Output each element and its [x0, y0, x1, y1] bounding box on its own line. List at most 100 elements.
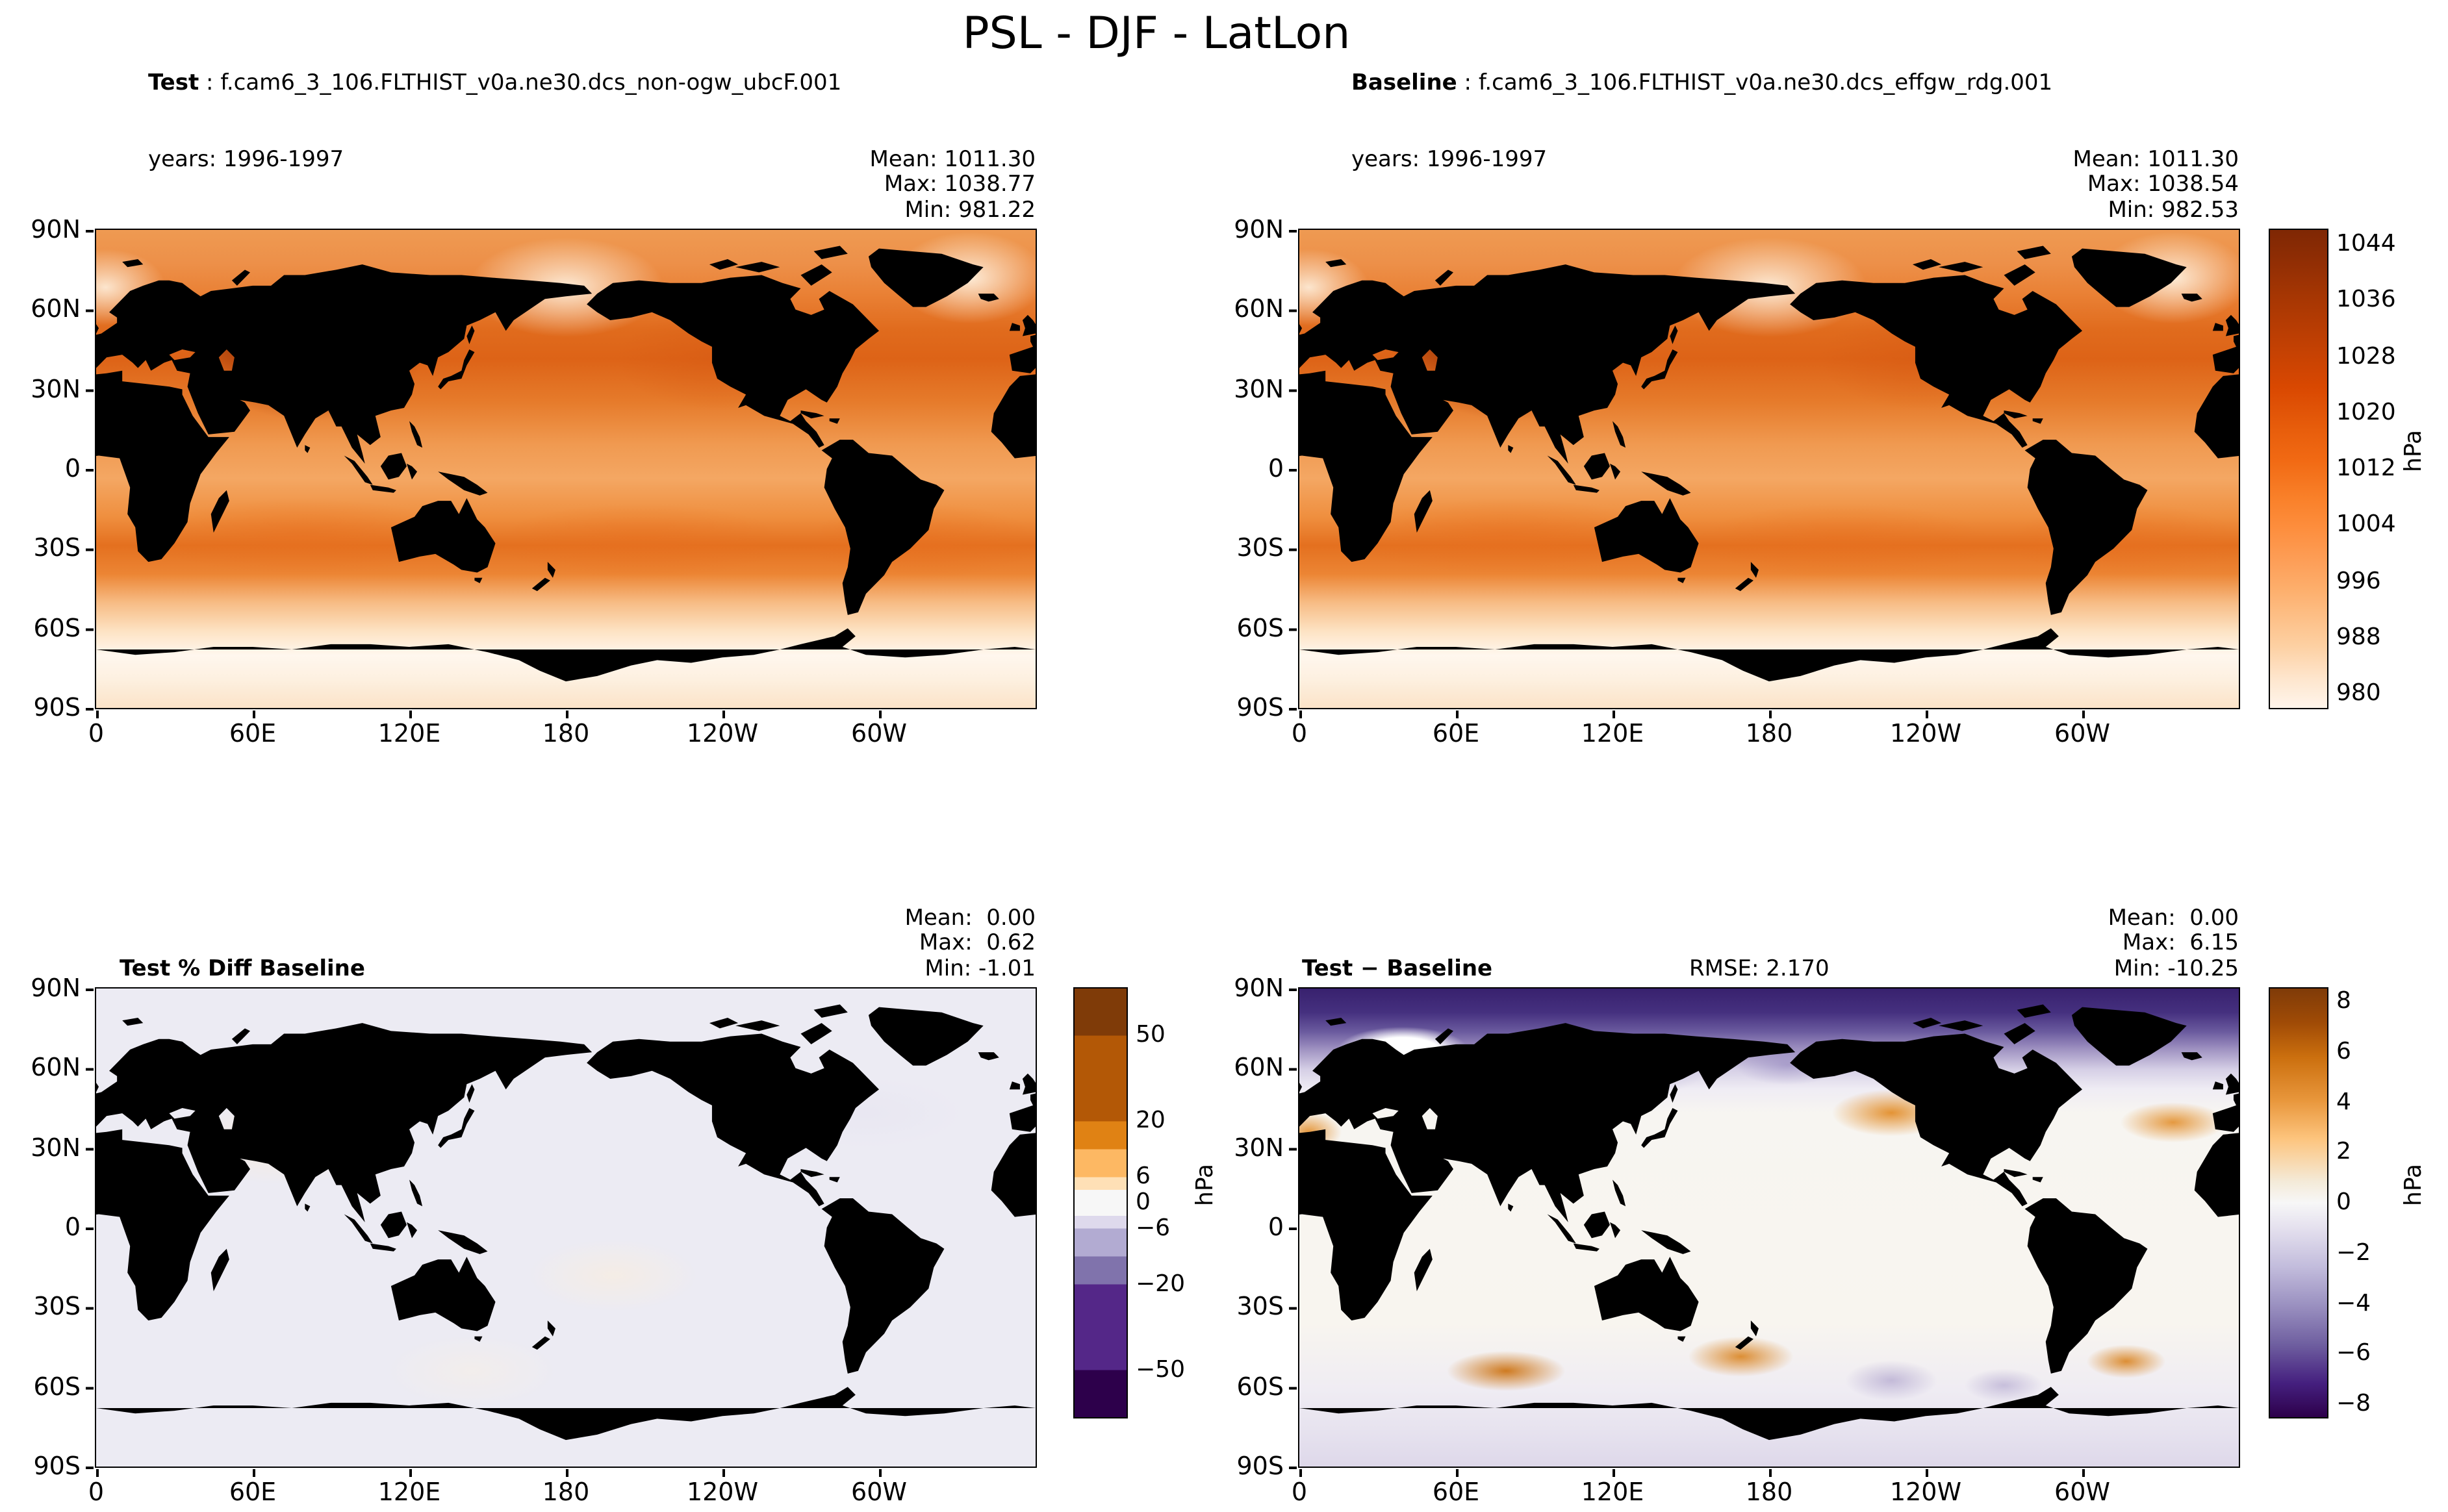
x-tick-label: 120E: [377, 720, 441, 748]
colorbar-tick-label: 6: [1136, 1163, 1151, 1190]
colorbar-tick-label: 2: [2336, 1138, 2351, 1165]
map-field-pct-diff: [96, 989, 1036, 1467]
y-tick-label: 0: [1268, 1213, 1284, 1242]
colorbar-tick-label: 6: [2336, 1038, 2351, 1065]
colorbar-tick-label: 50: [1136, 1021, 1166, 1048]
panel-test-label: Test: [148, 70, 199, 96]
coastlines: [96, 1004, 1036, 1441]
y-tick-label: 30N: [1234, 375, 1284, 404]
colorbar-tick-label: 1012: [2336, 455, 2396, 482]
panel-baseline-label: Baseline: [1351, 70, 1457, 96]
stat-max: Max: 6.15: [2122, 930, 2239, 956]
panel-baseline-years: years: 1996-1997: [1351, 146, 1548, 172]
colorbar-tick-label: 980: [2336, 679, 2381, 707]
x-tick-label: 120W: [1889, 1478, 1962, 1507]
colorbar-tick-label: 1020: [2336, 399, 2396, 426]
y-tick-label: 90S: [33, 1452, 81, 1481]
x-tick-label: 180: [1745, 1478, 1793, 1507]
x-tick-label: 60W: [2054, 1478, 2110, 1507]
y-tick-label: 30S: [1236, 534, 1284, 562]
stat-min: Min: 982.53: [2108, 197, 2239, 223]
panel-baseline-case-line: Baseline : f.cam6_3_106.FLTHIST_v0a.ne30…: [1351, 71, 2052, 97]
x-tick-label: 120E: [1581, 720, 1644, 748]
y-tick-label: 90S: [1236, 1452, 1284, 1481]
colorbar-tick-label: 996: [2336, 568, 2381, 595]
coastlines: [96, 246, 1036, 682]
stat-max: Max: 1038.54: [2087, 171, 2239, 197]
x-tick-label: 120W: [1889, 720, 1962, 748]
y-tick-label: 30N: [1234, 1134, 1284, 1163]
stat-mean: Mean: 1011.30: [869, 146, 1036, 172]
colorbar-tick-label: −8: [2336, 1390, 2371, 1417]
colorbar-tick-label: 988: [2336, 624, 2381, 651]
panel-pct-diff-stats: Mean: 0.00 Max: 0.62 Min: -1.01: [905, 905, 1036, 982]
x-tick-label: 60W: [2054, 720, 2110, 748]
y-tick-label: 90N: [31, 974, 81, 1003]
x-tick-label: 0: [1291, 1478, 1308, 1507]
stat-max: Max: 0.62: [919, 930, 1036, 956]
y-tick-label: 30N: [31, 375, 81, 404]
colorbar-tick-label: 1004: [2336, 510, 2396, 538]
panel-diff-stats: Mean: 0.00 Max: 6.15 Min: -10.25: [2108, 905, 2239, 982]
panel-test-case-name: : f.cam6_3_106.FLTHIST_v0a.ne30.dcs_non-…: [199, 70, 842, 96]
y-axis-ticks: [86, 989, 94, 1469]
colorbar-pct-gradient: [1075, 989, 1127, 1417]
x-tick-label: 120E: [377, 1478, 441, 1507]
x-axis-ticks: [1299, 711, 2239, 718]
panel-diff-title: Test − Baseline: [1302, 955, 1493, 981]
panel-baseline-stats: Mean: 1011.30 Max: 1038.54 Min: 982.53: [2073, 147, 2239, 223]
map-panel-diff: Test − Baseline RMSE: 2.170 Mean: 0.00 M…: [1234, 905, 2240, 1507]
colorbar-unit-label: hPa: [1192, 1164, 1219, 1206]
y-tick-label: 30S: [1236, 1292, 1284, 1321]
stat-min: Min: 981.22: [904, 197, 1036, 223]
y-tick-label: 60N: [31, 295, 81, 323]
colorbar-tick-label: −6: [1136, 1215, 1171, 1242]
map-panel-pct-diff: Test % Diff Baseline Mean: 0.00 Max: 0.6…: [31, 905, 1037, 1507]
colorbar-tick-label: −6: [2336, 1339, 2371, 1367]
stat-mean: Mean: 1011.30: [2072, 146, 2239, 172]
y-tick-label: 30N: [31, 1134, 81, 1163]
colorbar-tick-label: 0: [1136, 1189, 1151, 1216]
colorbar-tick-label: 8: [2336, 987, 2351, 1014]
y-axis-ticks: [1289, 989, 1297, 1469]
y-tick-label: 60N: [1234, 295, 1284, 323]
x-tick-label: 60E: [1432, 1478, 1480, 1507]
x-tick-label: 120E: [1581, 1478, 1644, 1507]
y-tick-label: 0: [64, 455, 81, 483]
panel-pct-diff-title: Test % Diff Baseline: [120, 955, 365, 981]
x-axis-ticks: [1299, 1469, 2239, 1477]
x-axis-ticks: [96, 711, 1036, 718]
x-tick-label: 180: [1745, 720, 1793, 748]
y-tick-label: 90N: [1234, 974, 1284, 1003]
panel-diff-rmse: RMSE: 2.170: [1689, 955, 1830, 981]
colorbar-tick-label: 4: [2336, 1089, 2351, 1116]
x-tick-label: 180: [542, 720, 590, 748]
colorbar-diff: 8 6 4 2 0 −2 −4 −6 −8 hPa: [2269, 987, 2427, 1418]
panel-baseline-header: Baseline : f.cam6_3_106.FLTHIST_v0a.ne30…: [1351, 21, 2052, 223]
x-tick-label: 60E: [1432, 720, 1480, 748]
x-tick-label: 120W: [686, 1478, 759, 1507]
colorbar-tick-label: 1044: [2336, 230, 2396, 257]
y-tick-label: 90N: [1234, 216, 1284, 244]
y-tick-label: 60N: [31, 1053, 81, 1082]
map-panel-test: Test : f.cam6_3_106.FLTHIST_v0a.ne30.dcs…: [31, 71, 1037, 748]
colorbar-tick-label: 1036: [2336, 286, 2396, 313]
x-tick-label: 60E: [229, 720, 277, 748]
colorbar-tick-label: 1028: [2336, 343, 2396, 370]
figure-title: PSL - DJF - LatLon: [962, 8, 1351, 60]
y-tick-label: 60S: [1236, 1373, 1284, 1402]
colorbar-main-gradient: [2270, 230, 2327, 708]
x-tick-label: 60W: [851, 720, 907, 748]
coastlines: [1299, 1004, 2239, 1441]
colorbar-tick-label: −2: [2336, 1239, 2371, 1266]
colorbar-unit-label: hPa: [2400, 1164, 2427, 1206]
x-tick-label: 120W: [686, 720, 759, 748]
y-tick-label: 90S: [1236, 694, 1284, 722]
stat-min: Min: -10.25: [2113, 955, 2239, 981]
panel-baseline-case-name: : f.cam6_3_106.FLTHIST_v0a.ne30.dcs_effg…: [1457, 70, 2053, 96]
colorbar-tick-label: 0: [2336, 1189, 2351, 1216]
y-tick-label: 0: [1268, 455, 1284, 483]
x-tick-label: 180: [542, 1478, 590, 1507]
y-axis-ticks: [1289, 230, 1297, 711]
